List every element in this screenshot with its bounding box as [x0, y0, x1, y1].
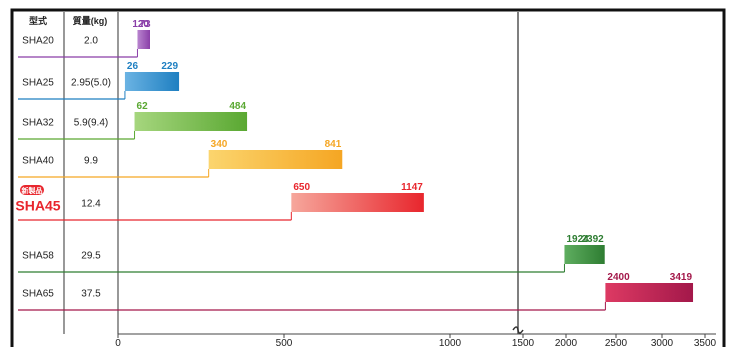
model-column-header: 型式	[29, 15, 47, 26]
model-label-sha20: SHA20	[22, 36, 54, 47]
max-value-label: 3419	[670, 272, 693, 283]
max-value-label: 2392	[581, 234, 604, 245]
range-bar-sha65	[605, 283, 694, 302]
model-label-sha65: SHA65	[22, 289, 54, 300]
min-value-label: 62	[137, 101, 149, 112]
x-tick-label: 3500	[694, 338, 717, 347]
range-bar-sha45	[291, 193, 424, 212]
min-value-label: 650	[293, 182, 310, 193]
weight-label-sha65: 37.5	[81, 289, 101, 300]
min-value-label: 26	[127, 61, 139, 72]
range-bar-sha40	[208, 150, 343, 169]
min-value-label: 73	[139, 19, 151, 30]
chart-frame	[10, 8, 726, 347]
x-tick-label: 2000	[555, 338, 578, 347]
range-bar-sha32	[134, 112, 248, 131]
x-tick-label: 1000	[439, 338, 462, 347]
min-value-label: 340	[211, 139, 228, 150]
weight-label-sha20: 2.0	[84, 36, 98, 47]
weight-label-sha25: 2.95(5.0)	[71, 78, 111, 89]
axis-break-mark	[512, 326, 524, 334]
min-value-label: 1924	[566, 234, 589, 245]
range-bar-sha25	[124, 72, 180, 91]
model-label-sha58: SHA58	[22, 251, 54, 262]
x-tick-label: 2500	[605, 338, 628, 347]
x-tick-label: 0	[115, 338, 121, 347]
min-value-label: 2400	[607, 272, 630, 283]
range-bar-sha58	[564, 245, 605, 264]
model-label-sha32: SHA32	[22, 118, 54, 129]
max-value-label: 1147	[401, 182, 423, 193]
max-value-label: 484	[229, 101, 246, 112]
new-product-badge	[20, 185, 44, 195]
x-tick-label: 1500	[512, 338, 535, 347]
new-product-badge-text: 新製品	[22, 186, 43, 195]
model-label-sha40: SHA40	[22, 156, 54, 167]
weight-label-sha32: 5.9(9.4)	[74, 118, 108, 129]
weight-label-sha40: 9.9	[84, 156, 98, 167]
weight-column-header: 質量(kg)	[73, 15, 108, 26]
weight-label-sha45: 12.4	[81, 199, 101, 210]
x-tick-label: 3000	[651, 338, 674, 347]
model-label-sha45: SHA45	[15, 198, 60, 214]
max-value-label: 229	[161, 61, 178, 72]
max-value-label: 120	[132, 19, 149, 30]
model-label-sha25: SHA25	[22, 78, 54, 89]
range-bar-sha20	[137, 30, 150, 49]
weight-label-sha58: 29.5	[81, 251, 101, 262]
max-value-label: 841	[325, 139, 342, 150]
x-tick-label: 500	[276, 338, 293, 347]
